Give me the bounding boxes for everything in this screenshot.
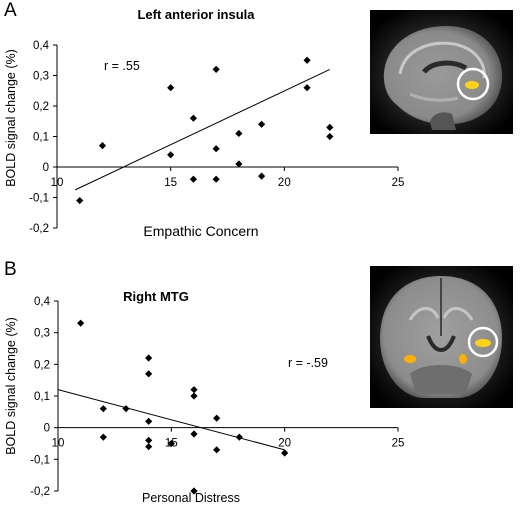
- y-tick-label: 0,3: [33, 71, 49, 83]
- y-axis-label: BOLD signal change (%): [4, 49, 18, 187]
- x-tick-label: 20: [278, 177, 291, 189]
- data-point: [145, 436, 153, 444]
- y-tick-label: -0,1: [30, 454, 50, 466]
- x-axis-label: Personal Distress: [142, 491, 240, 505]
- data-point: [190, 487, 198, 495]
- data-point: [77, 319, 85, 327]
- activation-blob: [459, 354, 467, 364]
- y-tick-labels: 0,4 0,3 0,2 0,1 0 -0,1 -0,2: [30, 296, 50, 498]
- data-point: [190, 386, 198, 394]
- coronal-brain-image: [370, 266, 513, 408]
- axes: [53, 44, 399, 229]
- chart-b: Right MTG BOLD signal change (%) Persona…: [4, 289, 405, 505]
- data-point: [98, 142, 107, 150]
- y-tick-label: 0: [43, 162, 49, 174]
- chart-title: Right MTG: [123, 289, 189, 304]
- data-point: [235, 129, 243, 138]
- y-tick-label: 0,2: [33, 101, 49, 113]
- data-point: [145, 443, 153, 451]
- activation-blob: [404, 355, 416, 363]
- y-axis-label: BOLD signal change (%): [4, 317, 18, 455]
- y-tick-label: 0,3: [34, 328, 50, 340]
- data-point: [99, 405, 107, 413]
- x-axis-label: Empathic Concern: [143, 223, 258, 239]
- activation-blob: [465, 81, 479, 89]
- points-group: [76, 56, 334, 205]
- y-tick-label: -0,1: [29, 193, 49, 205]
- ventricle: [422, 60, 468, 74]
- x-tick-label: 15: [164, 177, 177, 189]
- y-tick-label: 0,4: [33, 40, 50, 52]
- data-point: [99, 433, 107, 441]
- data-point: [326, 123, 334, 131]
- data-point: [258, 120, 266, 128]
- ventricle: [426, 335, 456, 353]
- regression-line: [74, 68, 331, 191]
- data-point: [145, 370, 153, 378]
- data-point: [167, 439, 175, 448]
- data-point: [235, 160, 243, 168]
- panel-a-letter: A: [4, 0, 17, 21]
- brain-outline: [380, 276, 502, 398]
- data-point: [212, 145, 220, 153]
- data-point: [213, 414, 221, 422]
- y-tick-label: -0,2: [30, 486, 50, 498]
- data-point: [145, 354, 153, 362]
- brain-fold: [408, 307, 474, 321]
- panel-b-letter: B: [4, 259, 17, 280]
- data-point: [326, 132, 334, 141]
- x-tick-label: 25: [392, 177, 405, 189]
- correlation-annotation: r = -.59: [288, 356, 328, 370]
- chart-title: Left anterior insula: [137, 7, 255, 22]
- data-point: [189, 114, 197, 122]
- y-tick-label: 0,1: [33, 132, 49, 144]
- data-point: [76, 196, 84, 205]
- data-point: [213, 446, 221, 454]
- data-point: [281, 449, 289, 457]
- cerebellum: [410, 365, 472, 394]
- data-point: [167, 84, 175, 92]
- axes: [54, 300, 399, 492]
- data-point: [212, 175, 220, 183]
- points-group: [77, 319, 289, 495]
- data-point: [235, 433, 243, 441]
- cerebellum: [430, 112, 456, 130]
- y-tick-label: -0,2: [29, 223, 49, 235]
- sagittal-brain-image: [370, 10, 513, 134]
- data-point: [258, 172, 266, 180]
- activation-blob: [475, 339, 491, 347]
- correlation-annotation: r = .55: [104, 59, 140, 73]
- data-point: [212, 65, 220, 73]
- y-tick-label: 0,2: [34, 359, 50, 371]
- region-highlight-circle: [467, 326, 499, 358]
- y-tick-label: 0,4: [34, 296, 51, 308]
- chart-a: Left anterior insula BOLD signal change …: [4, 7, 405, 239]
- y-tick-labels: 0,4 0,3 0,2 0,1 0 -0,1 -0,2: [29, 40, 49, 235]
- x-tick-label: 20: [278, 438, 291, 450]
- y-tick-label: 0,1: [34, 391, 50, 403]
- brain-fold: [398, 41, 486, 79]
- brain-fold: [409, 92, 459, 102]
- fit-line-group: [57, 389, 285, 451]
- data-point: [303, 84, 311, 92]
- data-point: [303, 56, 311, 64]
- y-tick-label: 0: [44, 423, 50, 435]
- data-point: [167, 151, 175, 159]
- data-point: [145, 417, 153, 425]
- region-highlight-circle: [456, 67, 490, 101]
- data-point: [189, 175, 197, 183]
- data-point: [190, 430, 198, 438]
- regression-line: [57, 389, 285, 451]
- x-tick-label: 25: [392, 438, 405, 450]
- data-point: [122, 405, 130, 413]
- fit-line-group: [74, 68, 331, 191]
- data-point: [190, 392, 198, 400]
